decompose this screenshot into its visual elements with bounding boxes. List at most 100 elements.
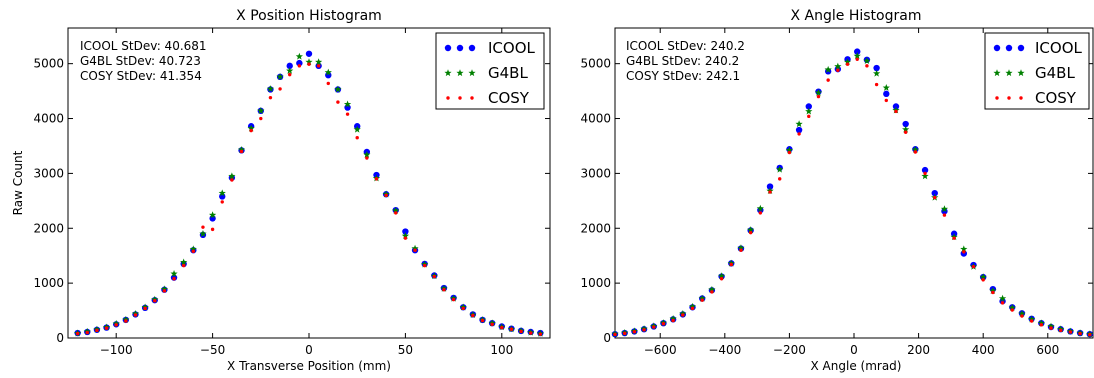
legend-markers [444, 44, 476, 100]
data-point-cosy [903, 130, 908, 134]
data-point-icool [805, 103, 812, 110]
data-point-cosy [913, 150, 918, 154]
data-point-g4bl [228, 172, 236, 180]
legend-marker-icool [444, 44, 452, 52]
y-tick-label: 0 [603, 331, 611, 345]
data-point-cosy [962, 250, 966, 254]
data-point-cosy [191, 249, 196, 254]
data-point-g4bl [1018, 310, 1026, 317]
data-point-cosy [690, 306, 695, 311]
data-point-icool [286, 62, 293, 70]
data-point-cosy [991, 290, 995, 295]
data-point-cosy [894, 109, 898, 114]
data-point-cosy [739, 248, 743, 252]
y-tick-label: 4000 [580, 112, 611, 126]
data-point-g4bl [315, 58, 323, 66]
data-point-cosy [787, 150, 792, 155]
legend-marker-g4bl [444, 69, 452, 77]
data-point-g4bl [960, 245, 968, 253]
data-point-cosy [162, 289, 167, 293]
data-point-cosy [719, 277, 724, 281]
legend-label-icool: ICOOL [1035, 39, 1083, 57]
data-point-cosy [85, 330, 89, 335]
data-point-cosy [700, 298, 704, 302]
data-point-cosy [1078, 331, 1082, 336]
data-point-g4bl [189, 245, 197, 253]
data-point-cosy [75, 331, 80, 336]
data-point-cosy [758, 211, 763, 215]
data-point-g4bl [902, 125, 910, 133]
legend-marker-cosy [446, 96, 450, 100]
data-point-cosy [1029, 319, 1034, 323]
data-point-g4bl [872, 69, 881, 77]
x-tick-label: 0 [305, 343, 313, 357]
data-point-g4bl [276, 73, 284, 80]
data-point-cosy [529, 331, 533, 335]
data-point-g4bl [237, 146, 246, 153]
x-tick-label: −50 [200, 343, 225, 357]
data-point-cosy [268, 95, 273, 100]
y-tick-label: 5000 [580, 57, 611, 71]
legend-marker-icool [456, 44, 464, 52]
data-point-cosy [104, 326, 109, 330]
chart-title: X Position Histogram [236, 8, 382, 24]
legend-marker-icool [468, 44, 476, 52]
data-point-cosy [181, 263, 186, 268]
data-point-cosy [500, 325, 504, 330]
data-point-icool [941, 208, 948, 215]
data-point-cosy [836, 68, 840, 72]
data-marks [74, 50, 544, 337]
legend-marker-icool [1005, 44, 1013, 52]
data-point-icool [305, 50, 313, 57]
data-point-cosy [307, 62, 311, 66]
data-point-cosy [884, 98, 888, 103]
annotation-g4bl: G4BL StDev: 240.2 [626, 54, 739, 68]
data-point-g4bl [688, 302, 697, 310]
x-tick-label: 50 [398, 343, 413, 357]
data-point-cosy [816, 94, 821, 99]
data-point-cosy [316, 64, 321, 68]
data-point-g4bl [795, 120, 803, 128]
y-tick-label: 0 [56, 331, 64, 345]
data-point-cosy [923, 171, 927, 176]
data-point-cosy [345, 112, 350, 116]
data-point-cosy [681, 313, 685, 317]
data-point-cosy [661, 322, 666, 326]
legend-markers [993, 44, 1025, 100]
data-point-g4bl [208, 211, 217, 219]
data-point-cosy [748, 230, 753, 235]
legend-marker-g4bl [468, 69, 476, 77]
data-point-icool [795, 126, 803, 134]
data-point-g4bl [266, 85, 275, 92]
x-tick-label: −200 [773, 343, 806, 357]
data-point-cosy [413, 248, 417, 252]
legend-box [435, 32, 545, 110]
data-point-icool [402, 228, 409, 235]
legend: ICOOL G4BL COSY [435, 32, 545, 110]
data-point-g4bl [160, 285, 169, 293]
data-point-cosy [1049, 326, 1053, 330]
data-point-cosy [114, 323, 118, 327]
data-point-g4bl [717, 272, 726, 280]
data-point-icool [873, 64, 880, 72]
data-point-g4bl [785, 146, 794, 154]
data-point-cosy [172, 277, 176, 281]
data-point-cosy [210, 227, 215, 232]
annotation-cosy: COSY StDev: 242.1 [626, 69, 740, 83]
data-point-cosy [807, 114, 811, 119]
data-point-cosy [336, 100, 340, 104]
data-point-cosy [471, 313, 475, 318]
data-point-cosy [143, 306, 147, 311]
data-point-g4bl [921, 172, 929, 180]
data-point-icool [296, 59, 303, 67]
data-point-g4bl [1047, 322, 1055, 330]
data-point-cosy [797, 132, 801, 136]
data-point-cosy [778, 177, 782, 181]
legend-label-cosy: COSY [1035, 89, 1077, 107]
legend-marker-g4bl [1017, 69, 1025, 77]
legend: ICOOL G4BL COSY [984, 32, 1090, 110]
data-point-g4bl [747, 226, 755, 233]
data-point-cosy [480, 318, 485, 323]
data-point-cosy [519, 329, 523, 334]
data-point-g4bl [882, 84, 890, 91]
